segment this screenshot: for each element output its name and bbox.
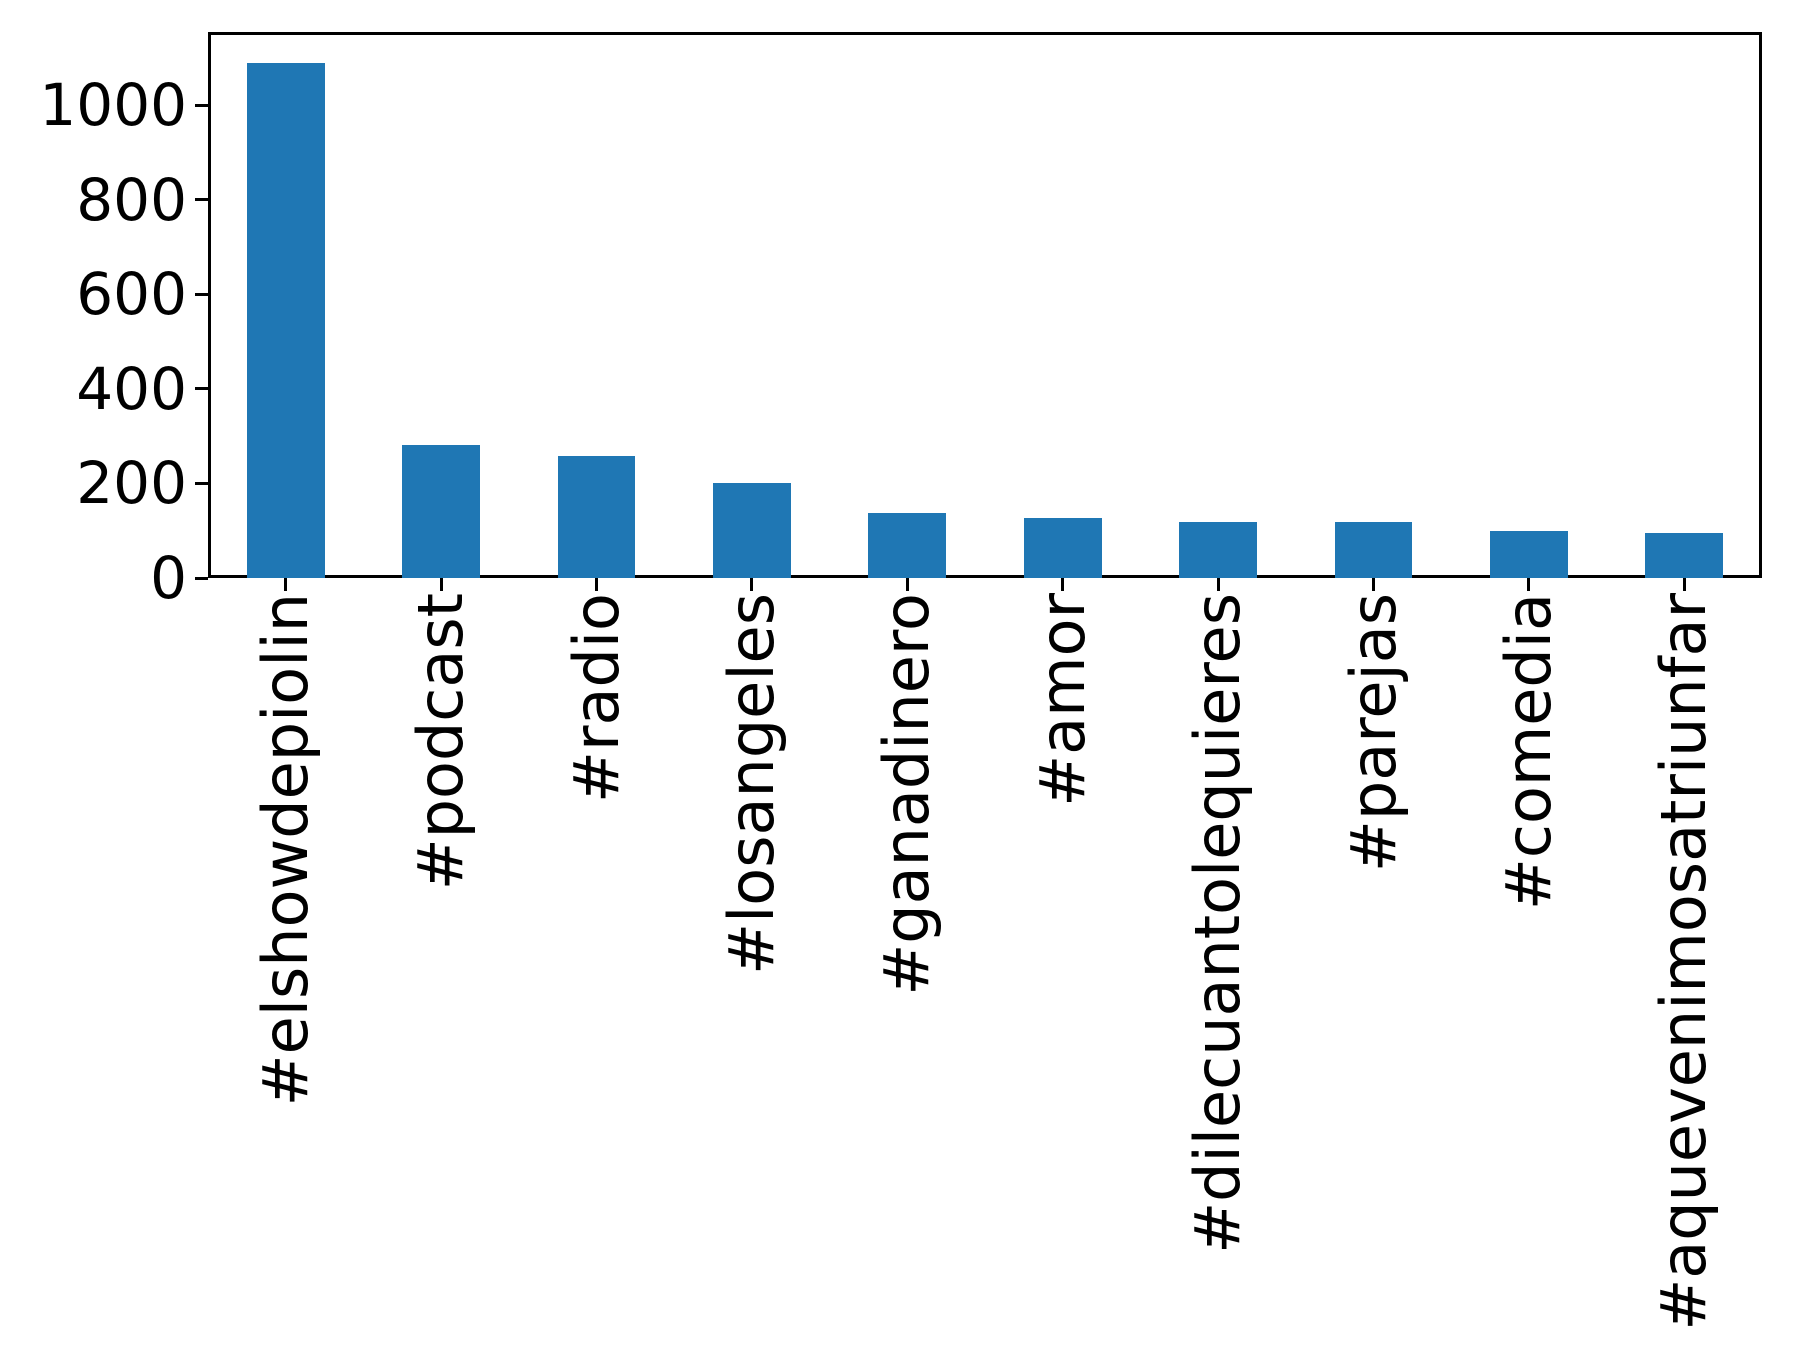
y-tick-label-600: 600 xyxy=(76,260,187,329)
y-tick-mark xyxy=(195,481,208,485)
bar-podcast xyxy=(402,445,480,578)
y-tick-mark xyxy=(195,387,208,391)
y-tick-label-0: 0 xyxy=(150,544,187,612)
y-tick-label-1000: 1000 xyxy=(39,71,187,140)
bar-comedia xyxy=(1490,530,1568,578)
x-tick-mark xyxy=(1061,578,1065,591)
x-tick-mark xyxy=(1372,578,1375,591)
x-tick-label-parejas: #parejas xyxy=(1336,593,1410,873)
x-tick-mark xyxy=(595,578,598,591)
x-tick-mark xyxy=(905,578,909,591)
x-tick-mark xyxy=(750,578,754,591)
x-tick-label-comedia: #comedia xyxy=(1491,593,1565,911)
bar-aquevenimosatriunfar xyxy=(1645,533,1724,578)
bar-losangeles xyxy=(713,483,791,578)
y-tick-label-400: 400 xyxy=(76,354,187,423)
bar-amor xyxy=(1023,518,1102,578)
y-tick-label-800: 800 xyxy=(76,165,187,234)
bar-parejas xyxy=(1334,522,1413,578)
x-tick-label-aquevenimosatriunfar: #aquevenimosatriunfar xyxy=(1647,593,1721,1331)
x-tick-label-amor: #amor xyxy=(1025,593,1099,807)
x-tick-mark xyxy=(1216,578,1220,591)
x-tick-label-radio: #radio xyxy=(559,593,633,803)
y-tick-mark xyxy=(195,292,208,296)
x-tick-mark xyxy=(439,578,443,591)
y-tick-mark xyxy=(195,198,208,202)
x-tick-mark xyxy=(1682,578,1686,591)
x-tick-label-ganadinero: #ganadinero xyxy=(870,593,944,996)
bar-elshowdepiolin xyxy=(246,62,325,578)
y-tick-mark xyxy=(195,576,208,580)
x-tick-label-dilecuantolequieres: #dilecuantolequieres xyxy=(1181,593,1255,1254)
x-tick-mark xyxy=(1527,578,1531,591)
bar-ganadinero xyxy=(868,513,947,578)
x-tick-label-podcast: #podcast xyxy=(404,593,478,891)
bar-dilecuantolequieres xyxy=(1179,521,1257,578)
x-tick-label-elshowdepiolin: #elshowdepiolin xyxy=(248,593,322,1107)
y-tick-label-200: 200 xyxy=(76,449,187,518)
bar-radio xyxy=(557,456,636,578)
y-tick-mark xyxy=(195,103,208,107)
x-tick-mark xyxy=(284,578,288,591)
x-tick-label-losangeles: #losangeles xyxy=(714,593,788,975)
